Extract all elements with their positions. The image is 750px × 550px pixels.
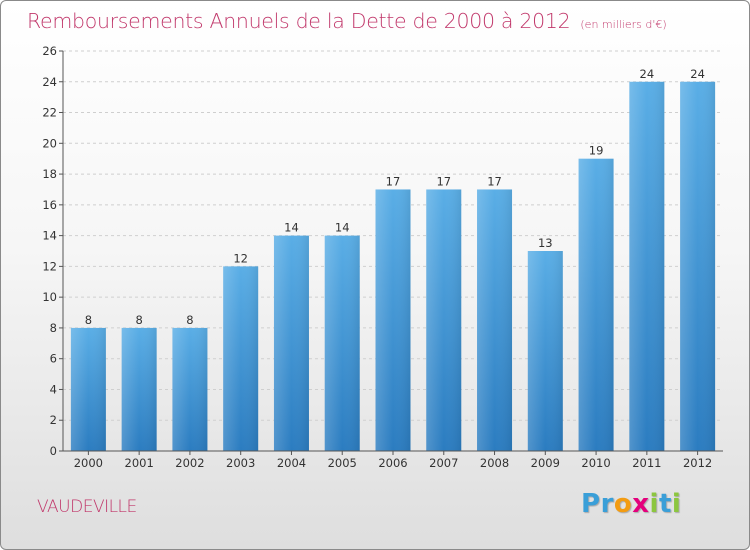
bar-sheen xyxy=(527,251,563,451)
bar-sheen xyxy=(477,189,513,451)
logo-letter: i xyxy=(671,489,682,519)
y-tick-label: 8 xyxy=(50,321,57,335)
data-label: 17 xyxy=(386,174,401,188)
logo-letter: i xyxy=(649,489,659,519)
bar-sheen xyxy=(172,327,208,451)
data-label: 13 xyxy=(538,236,553,250)
bar-sheen xyxy=(426,189,462,451)
data-label: 14 xyxy=(335,221,350,235)
y-tick-label: 24 xyxy=(42,75,57,89)
x-tick-label: 2008 xyxy=(480,456,509,470)
bar-sheen xyxy=(324,235,360,451)
y-tick-label: 26 xyxy=(42,44,57,58)
logo-letter: x xyxy=(632,489,650,519)
bar-sheen xyxy=(629,81,665,452)
y-tick-label: 2 xyxy=(50,413,57,427)
x-tick-label: 2004 xyxy=(277,456,306,470)
bar-sheen xyxy=(273,235,309,451)
y-tick-label: 22 xyxy=(42,106,57,120)
x-tick-label: 2011 xyxy=(632,456,661,470)
bar-sheen xyxy=(121,327,157,451)
data-label: 24 xyxy=(690,67,705,81)
data-label: 14 xyxy=(284,221,299,235)
data-label: 24 xyxy=(640,67,655,81)
data-label: 17 xyxy=(436,174,451,188)
x-tick-label: 2006 xyxy=(378,456,407,470)
y-tick-label: 6 xyxy=(50,352,57,366)
logo-letter: t xyxy=(658,489,672,519)
chart-title: Remboursements Annuels de la Dette de 20… xyxy=(27,9,667,33)
x-tick-label: 2007 xyxy=(429,456,458,470)
x-tick-label: 2009 xyxy=(531,456,560,470)
logo-letter: o xyxy=(613,489,633,519)
x-tick-label: 2001 xyxy=(125,456,154,470)
data-label: 17 xyxy=(487,174,502,188)
y-tick-label: 0 xyxy=(50,444,57,458)
labels: 8 2000 8 2001 8 2002 12 2003 14 2004 14 2005 17 2006 1… xyxy=(74,67,713,470)
proxiti-logo: Proxiti xyxy=(581,489,681,519)
bar-sheen xyxy=(578,158,614,451)
bar-sheen xyxy=(375,189,411,451)
data-label: 8 xyxy=(135,313,142,327)
y-tick-label: 16 xyxy=(42,198,57,212)
commune-name: VAUDEVILLE xyxy=(37,497,137,517)
data-label: 12 xyxy=(233,251,248,265)
x-tick-label: 2012 xyxy=(683,456,712,470)
bars xyxy=(70,81,716,452)
unit-note: (en milliers d'€) xyxy=(580,18,667,31)
x-tick-label: 2005 xyxy=(328,456,357,470)
bar-sheen xyxy=(223,266,259,451)
y-tick-label: 18 xyxy=(42,167,57,181)
data-label: 8 xyxy=(186,313,193,327)
x-tick-label: 2003 xyxy=(226,456,255,470)
data-label: 19 xyxy=(589,144,604,158)
data-label: 8 xyxy=(85,313,92,327)
y-tick-label: 12 xyxy=(42,259,57,273)
logo-letter: P xyxy=(581,489,601,519)
y-tick-label: 4 xyxy=(50,382,57,396)
x-tick-label: 2002 xyxy=(175,456,204,470)
y-tick-label: 20 xyxy=(42,136,57,150)
logo-letter: r xyxy=(600,489,614,519)
x-tick-label: 2000 xyxy=(74,456,103,470)
bar-sheen xyxy=(680,81,716,452)
y-tick-label: 14 xyxy=(42,229,57,243)
x-tick-label: 2010 xyxy=(581,456,610,470)
y-tick-label: 10 xyxy=(42,290,57,304)
bar-sheen xyxy=(70,327,106,451)
chart-title-text: Remboursements Annuels de la Dette de 20… xyxy=(27,9,571,33)
